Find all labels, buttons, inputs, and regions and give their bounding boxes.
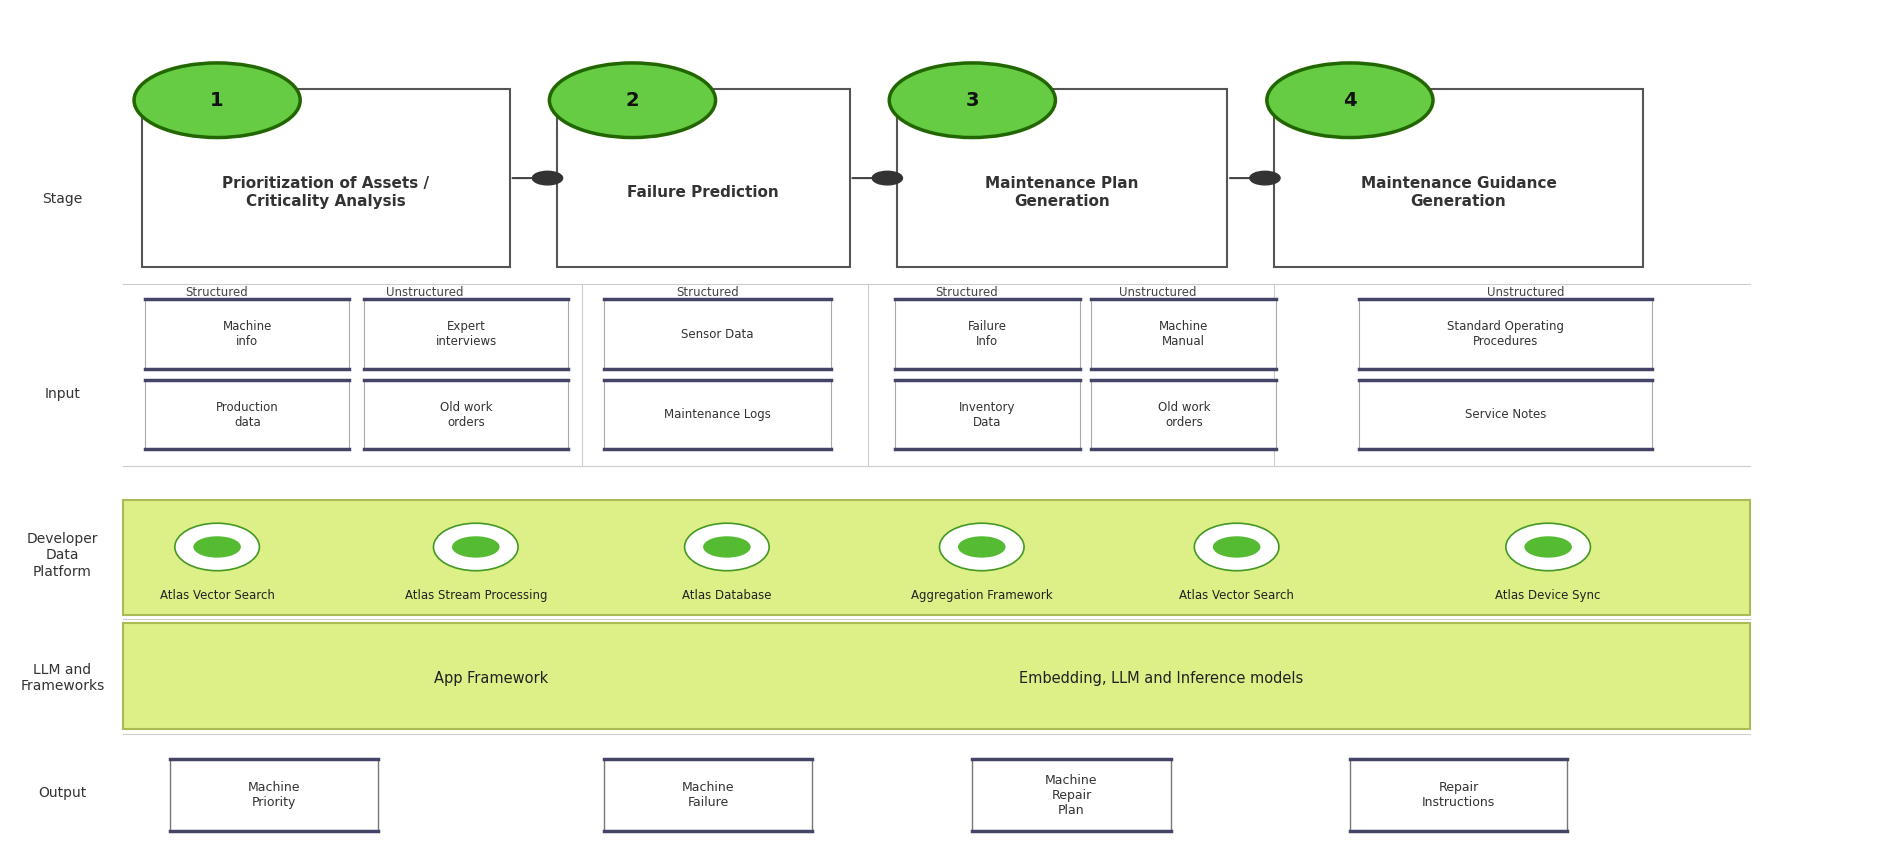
Text: Standard Operating
Procedures: Standard Operating Procedures	[1448, 320, 1563, 349]
Text: Machine
info: Machine info	[223, 320, 272, 349]
Bar	[895, 299, 1080, 369]
Bar	[895, 380, 1080, 449]
Ellipse shape	[176, 523, 259, 571]
Text: Developer
Data
Platform: Developer Data Platform	[26, 533, 98, 578]
Text: Stage: Stage	[42, 192, 83, 206]
Text: Atlas Database: Atlas Database	[682, 589, 772, 602]
Bar	[1274, 89, 1643, 267]
Text: Embedding, LLM and Inference models: Embedding, LLM and Inference models	[1020, 671, 1303, 686]
Bar	[123, 500, 1750, 615]
Text: 2: 2	[625, 91, 640, 109]
Ellipse shape	[685, 523, 768, 571]
Text: Aggregation Framework: Aggregation Framework	[910, 589, 1054, 602]
Bar	[1091, 299, 1276, 369]
Text: Machine
Repair
Plan: Machine Repair Plan	[1046, 773, 1097, 817]
Circle shape	[889, 63, 1055, 137]
Bar	[1350, 759, 1567, 831]
Circle shape	[1250, 171, 1280, 185]
Bar	[1359, 299, 1652, 369]
Circle shape	[702, 536, 751, 558]
Text: Failure Prediction: Failure Prediction	[627, 185, 780, 200]
Circle shape	[451, 536, 500, 558]
Bar	[364, 299, 568, 369]
Text: Failure
Info: Failure Info	[969, 320, 1006, 349]
Text: Structured: Structured	[676, 286, 740, 299]
Text: Unstructured: Unstructured	[1118, 286, 1197, 299]
Circle shape	[549, 63, 716, 137]
Bar	[1091, 380, 1276, 449]
Bar	[557, 89, 850, 267]
Bar	[972, 759, 1171, 831]
Text: Sensor Data: Sensor Data	[682, 327, 753, 341]
Text: Production
data: Production data	[215, 400, 279, 429]
Text: Structured: Structured	[185, 286, 249, 299]
Bar	[145, 380, 349, 449]
Bar	[364, 380, 568, 449]
Circle shape	[1267, 63, 1433, 137]
Text: Expert
interviews: Expert interviews	[436, 320, 497, 349]
Text: Unstructured: Unstructured	[1486, 286, 1565, 299]
Circle shape	[872, 171, 902, 185]
Text: Maintenance Plan
Generation: Maintenance Plan Generation	[986, 176, 1138, 209]
Text: Machine
Priority: Machine Priority	[247, 781, 300, 809]
Ellipse shape	[940, 523, 1023, 571]
Text: 1: 1	[210, 91, 225, 109]
Text: Atlas Device Sync: Atlas Device Sync	[1495, 589, 1601, 602]
Text: Unstructured: Unstructured	[385, 286, 464, 299]
Bar	[1359, 380, 1652, 449]
Text: Atlas Vector Search: Atlas Vector Search	[160, 589, 274, 602]
Text: Inventory
Data: Inventory Data	[959, 400, 1016, 429]
Text: Structured: Structured	[935, 286, 999, 299]
Text: Service Notes: Service Notes	[1465, 408, 1546, 421]
Text: Output: Output	[38, 786, 87, 800]
Bar	[604, 380, 831, 449]
Text: Maintenance Guidance
Generation: Maintenance Guidance Generation	[1361, 176, 1556, 209]
Bar	[142, 89, 510, 267]
Ellipse shape	[1507, 523, 1590, 571]
Text: App Framework: App Framework	[434, 671, 548, 686]
Bar	[145, 299, 349, 369]
Text: Maintenance Logs: Maintenance Logs	[665, 408, 770, 421]
Circle shape	[957, 536, 1006, 558]
Text: Input: Input	[43, 388, 81, 401]
Circle shape	[134, 63, 300, 137]
Circle shape	[193, 536, 242, 558]
Ellipse shape	[1195, 523, 1278, 571]
Circle shape	[1212, 536, 1261, 558]
Ellipse shape	[434, 523, 517, 571]
Text: LLM and
Frameworks: LLM and Frameworks	[21, 663, 104, 694]
Bar	[123, 623, 1750, 729]
Bar	[604, 759, 812, 831]
Text: Repair
Instructions: Repair Instructions	[1422, 781, 1495, 809]
Text: Atlas Vector Search: Atlas Vector Search	[1180, 589, 1293, 602]
Text: 4: 4	[1342, 91, 1357, 109]
Circle shape	[1524, 536, 1573, 558]
Text: Prioritization of Assets /
Criticality Analysis: Prioritization of Assets / Criticality A…	[223, 176, 429, 209]
Text: Old work
orders: Old work orders	[1157, 400, 1210, 429]
Text: Old work
orders: Old work orders	[440, 400, 493, 429]
Bar	[604, 299, 831, 369]
Text: Machine
Manual: Machine Manual	[1159, 320, 1208, 349]
Circle shape	[532, 171, 563, 185]
Text: 3: 3	[965, 91, 980, 109]
Bar	[170, 759, 378, 831]
Bar	[897, 89, 1227, 267]
Text: Atlas Stream Processing: Atlas Stream Processing	[404, 589, 548, 602]
Text: Machine
Failure: Machine Failure	[682, 781, 734, 809]
